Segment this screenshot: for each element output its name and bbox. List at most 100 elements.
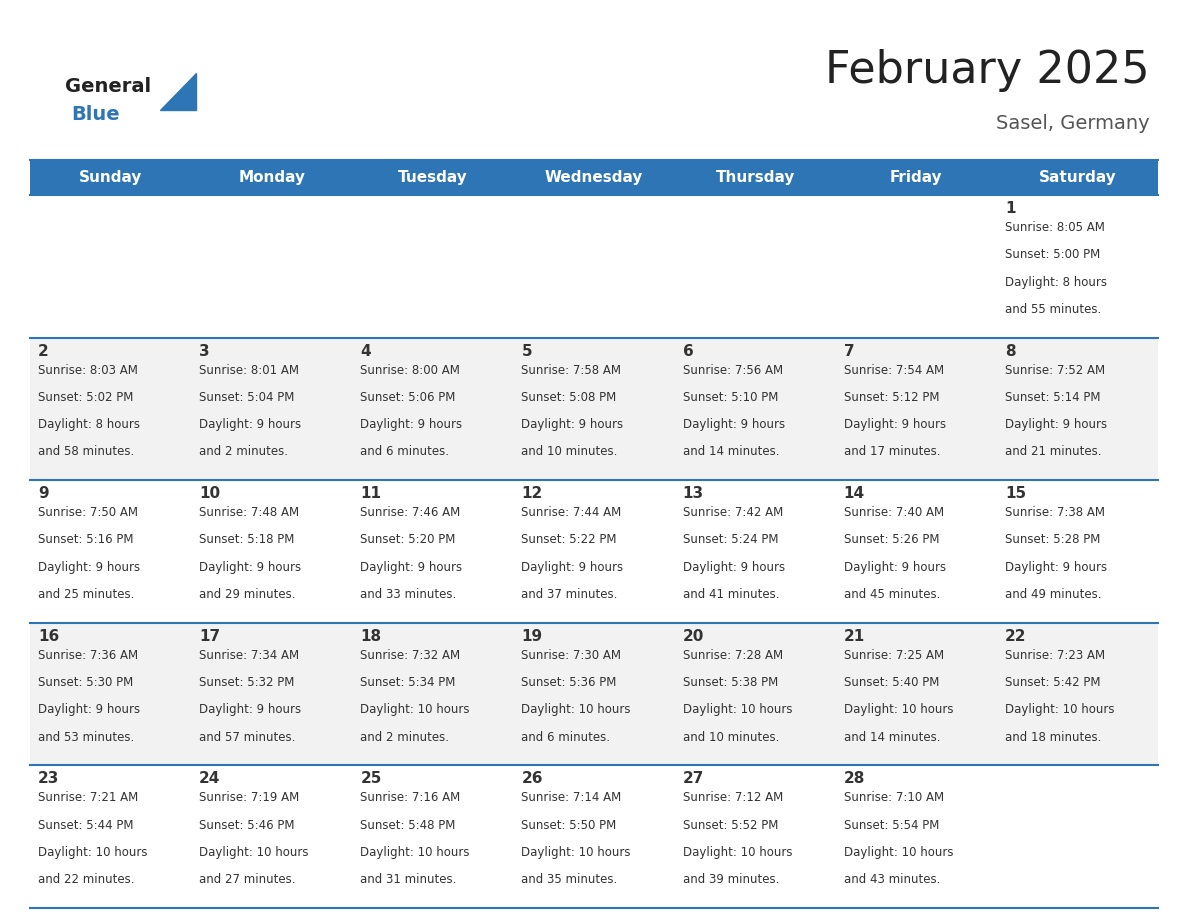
- Text: Daylight: 8 hours: Daylight: 8 hours: [1005, 275, 1107, 288]
- Text: and 49 minutes.: and 49 minutes.: [1005, 588, 1101, 601]
- Text: Sunset: 5:12 PM: Sunset: 5:12 PM: [843, 391, 940, 404]
- Text: Sunday: Sunday: [78, 170, 143, 185]
- Text: Sunset: 5:30 PM: Sunset: 5:30 PM: [38, 676, 133, 689]
- Text: and 14 minutes.: and 14 minutes.: [843, 731, 940, 744]
- Bar: [675, 195, 835, 338]
- Text: and 57 minutes.: and 57 minutes.: [200, 731, 296, 744]
- Text: Monday: Monday: [239, 170, 305, 185]
- Bar: [191, 338, 353, 480]
- Text: 3: 3: [200, 343, 210, 359]
- Text: Sunrise: 7:16 AM: Sunrise: 7:16 AM: [360, 791, 461, 804]
- Text: Sunset: 5:24 PM: Sunset: 5:24 PM: [683, 533, 778, 546]
- Text: Sunrise: 7:42 AM: Sunrise: 7:42 AM: [683, 506, 783, 520]
- Bar: [30, 338, 191, 480]
- Text: Sunset: 5:20 PM: Sunset: 5:20 PM: [360, 533, 456, 546]
- Text: Daylight: 9 hours: Daylight: 9 hours: [200, 419, 302, 431]
- Bar: [997, 622, 1158, 766]
- Text: Sunrise: 7:58 AM: Sunrise: 7:58 AM: [522, 364, 621, 376]
- Text: Daylight: 10 hours: Daylight: 10 hours: [1005, 703, 1114, 716]
- Text: and 18 minutes.: and 18 minutes.: [1005, 731, 1101, 744]
- Text: Daylight: 9 hours: Daylight: 9 hours: [683, 419, 785, 431]
- Text: Daylight: 9 hours: Daylight: 9 hours: [360, 561, 462, 574]
- Text: and 35 minutes.: and 35 minutes.: [522, 873, 618, 886]
- Text: 11: 11: [360, 487, 381, 501]
- Bar: [513, 766, 675, 908]
- Bar: [675, 160, 835, 195]
- Text: Sunrise: 7:50 AM: Sunrise: 7:50 AM: [38, 506, 138, 520]
- Text: Friday: Friday: [890, 170, 942, 185]
- Bar: [513, 195, 675, 338]
- Text: and 6 minutes.: and 6 minutes.: [360, 445, 449, 458]
- Bar: [353, 480, 513, 622]
- Text: General: General: [65, 77, 151, 96]
- Text: Daylight: 9 hours: Daylight: 9 hours: [1005, 561, 1107, 574]
- Text: and 10 minutes.: and 10 minutes.: [522, 445, 618, 458]
- Bar: [835, 622, 997, 766]
- Bar: [513, 338, 675, 480]
- Text: 27: 27: [683, 771, 704, 787]
- Bar: [30, 195, 191, 338]
- Text: Sunrise: 7:56 AM: Sunrise: 7:56 AM: [683, 364, 783, 376]
- Text: Sunrise: 7:19 AM: Sunrise: 7:19 AM: [200, 791, 299, 804]
- Bar: [997, 338, 1158, 480]
- Text: Sasel, Germany: Sasel, Germany: [997, 114, 1150, 133]
- Text: Saturday: Saturday: [1038, 170, 1117, 185]
- Bar: [675, 338, 835, 480]
- Text: and 21 minutes.: and 21 minutes.: [1005, 445, 1101, 458]
- Text: 19: 19: [522, 629, 543, 644]
- Text: Sunrise: 7:38 AM: Sunrise: 7:38 AM: [1005, 506, 1105, 520]
- Text: Sunrise: 7:12 AM: Sunrise: 7:12 AM: [683, 791, 783, 804]
- Text: Sunset: 5:36 PM: Sunset: 5:36 PM: [522, 676, 617, 689]
- Text: Sunrise: 7:52 AM: Sunrise: 7:52 AM: [1005, 364, 1105, 376]
- Text: Sunset: 5:16 PM: Sunset: 5:16 PM: [38, 533, 133, 546]
- Text: Daylight: 9 hours: Daylight: 9 hours: [38, 703, 140, 716]
- Text: #222222: #222222: [61, 41, 67, 42]
- Text: Daylight: 9 hours: Daylight: 9 hours: [843, 561, 946, 574]
- Text: Sunset: 5:04 PM: Sunset: 5:04 PM: [200, 391, 295, 404]
- Text: Daylight: 9 hours: Daylight: 9 hours: [683, 561, 785, 574]
- Bar: [675, 480, 835, 622]
- Bar: [30, 622, 191, 766]
- Text: 15: 15: [1005, 487, 1026, 501]
- Text: Sunset: 5:38 PM: Sunset: 5:38 PM: [683, 676, 778, 689]
- Text: Daylight: 10 hours: Daylight: 10 hours: [522, 846, 631, 859]
- Text: Sunrise: 7:46 AM: Sunrise: 7:46 AM: [360, 506, 461, 520]
- Text: Daylight: 10 hours: Daylight: 10 hours: [360, 703, 469, 716]
- Bar: [997, 195, 1158, 338]
- Bar: [353, 160, 513, 195]
- Text: Sunset: 5:14 PM: Sunset: 5:14 PM: [1005, 391, 1100, 404]
- Text: Sunrise: 8:00 AM: Sunrise: 8:00 AM: [360, 364, 460, 376]
- Text: Sunrise: 7:44 AM: Sunrise: 7:44 AM: [522, 506, 621, 520]
- Text: Sunset: 5:28 PM: Sunset: 5:28 PM: [1005, 533, 1100, 546]
- Text: Sunset: 5:48 PM: Sunset: 5:48 PM: [360, 819, 456, 832]
- Text: Sunset: 5:18 PM: Sunset: 5:18 PM: [200, 533, 295, 546]
- Text: and 55 minutes.: and 55 minutes.: [1005, 303, 1101, 316]
- Text: Sunrise: 7:54 AM: Sunrise: 7:54 AM: [843, 364, 943, 376]
- Text: Daylight: 8 hours: Daylight: 8 hours: [38, 419, 140, 431]
- Text: 10: 10: [200, 487, 220, 501]
- Bar: [353, 766, 513, 908]
- Text: 2: 2: [38, 343, 49, 359]
- Text: 9: 9: [38, 487, 49, 501]
- Text: 5: 5: [522, 343, 532, 359]
- Bar: [997, 766, 1158, 908]
- Text: Sunset: 5:32 PM: Sunset: 5:32 PM: [200, 676, 295, 689]
- Text: Daylight: 9 hours: Daylight: 9 hours: [38, 561, 140, 574]
- Text: Sunrise: 7:23 AM: Sunrise: 7:23 AM: [1005, 649, 1105, 662]
- Text: and 10 minutes.: and 10 minutes.: [683, 731, 779, 744]
- Bar: [513, 622, 675, 766]
- Text: Thursday: Thursday: [715, 170, 795, 185]
- Bar: [191, 622, 353, 766]
- Text: Sunrise: 7:10 AM: Sunrise: 7:10 AM: [843, 791, 943, 804]
- Text: and 17 minutes.: and 17 minutes.: [843, 445, 940, 458]
- Text: Sunset: 5:22 PM: Sunset: 5:22 PM: [522, 533, 617, 546]
- Text: 18: 18: [360, 629, 381, 644]
- Text: 20: 20: [683, 629, 704, 644]
- Text: and 25 minutes.: and 25 minutes.: [38, 588, 134, 601]
- Text: and 2 minutes.: and 2 minutes.: [200, 445, 289, 458]
- Text: Sunset: 5:50 PM: Sunset: 5:50 PM: [522, 819, 617, 832]
- Text: Sunset: 5:54 PM: Sunset: 5:54 PM: [843, 819, 939, 832]
- Text: 13: 13: [683, 487, 703, 501]
- Text: Sunrise: 8:03 AM: Sunrise: 8:03 AM: [38, 364, 138, 376]
- Text: 26: 26: [522, 771, 543, 787]
